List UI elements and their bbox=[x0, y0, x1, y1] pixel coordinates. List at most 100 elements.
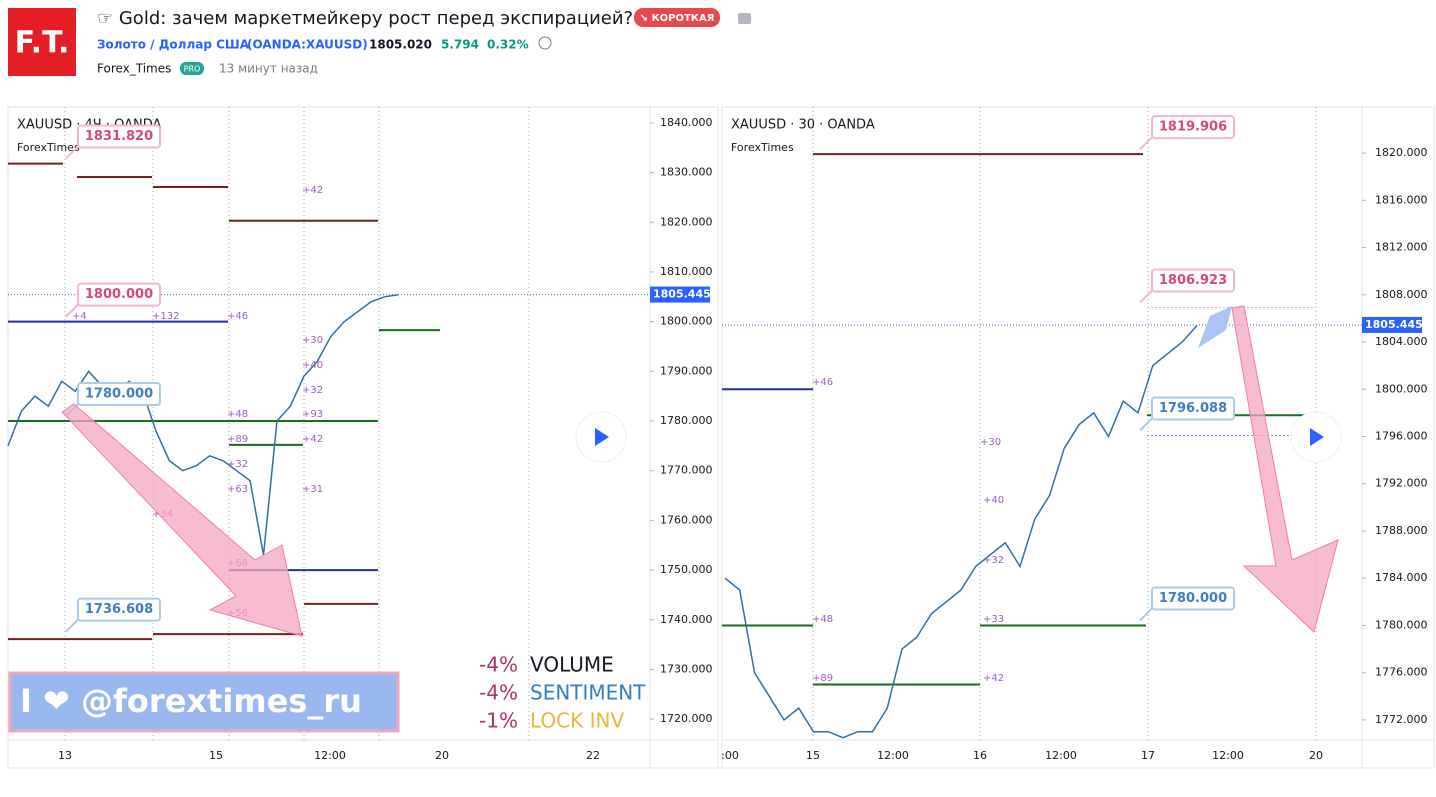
metric-name: SENTIMENT bbox=[530, 681, 646, 705]
annotation: +32 bbox=[302, 385, 323, 396]
pro-badge bbox=[180, 62, 204, 75]
level-label-box bbox=[77, 282, 161, 307]
annotation: +32 bbox=[983, 555, 1004, 566]
alert-icon[interactable] bbox=[538, 36, 552, 50]
level-label-box bbox=[1151, 586, 1235, 611]
y-tick-label: 1804.000 bbox=[1375, 335, 1428, 348]
y-tick-label: 1808.000 bbox=[1375, 288, 1428, 301]
banner bbox=[8, 671, 400, 733]
level-label: 1806.923 bbox=[1159, 273, 1227, 288]
x-tick-label: :00 bbox=[721, 749, 739, 762]
level-label-box bbox=[1151, 268, 1235, 293]
play-icon bbox=[595, 428, 609, 446]
annotation: +46 bbox=[812, 377, 833, 388]
y-tick-label: 1792.000 bbox=[1375, 477, 1428, 490]
level-label-pointer bbox=[65, 145, 79, 160]
x-tick-label: 17 bbox=[1141, 749, 1155, 762]
price: 1805.020 bbox=[369, 38, 432, 52]
metric-name: LOCK INV bbox=[530, 709, 624, 733]
y-tick-label: 1790.000 bbox=[660, 364, 713, 377]
metric-value: -4% bbox=[479, 681, 518, 705]
level-label-box bbox=[77, 382, 161, 407]
instrument[interactable]: Золото / Доллар США bbox=[97, 38, 250, 52]
price-badge-text: 1805.445 bbox=[653, 288, 711, 301]
level-label-pointer bbox=[1139, 417, 1153, 432]
y-tick-label: 1776.000 bbox=[1375, 666, 1428, 679]
level-label: 1736.608 bbox=[85, 602, 153, 617]
level-label: 1800.000 bbox=[85, 287, 153, 302]
level-label-pointer bbox=[65, 303, 79, 318]
x-tick-label: 20 bbox=[435, 749, 449, 762]
arrow bbox=[1198, 306, 1232, 348]
annotation: +42 bbox=[302, 434, 323, 445]
panel-frame bbox=[721, 106, 1435, 769]
level-label-pointer bbox=[65, 618, 79, 633]
annotation: +30 bbox=[302, 335, 323, 346]
y-tick-label: 1812.000 bbox=[1375, 241, 1428, 254]
panel-frame bbox=[7, 106, 719, 769]
y-tick-label: 1820.000 bbox=[1375, 146, 1428, 159]
x-tick-label: 15 bbox=[209, 749, 223, 762]
y-tick-label: 1720.000 bbox=[660, 712, 713, 725]
annotation: +42 bbox=[302, 185, 323, 196]
level-label: 1780.000 bbox=[85, 387, 153, 402]
x-tick-label: 12:00 bbox=[1212, 749, 1244, 762]
metric-value: -4% bbox=[479, 653, 518, 677]
metric-name: VOLUME bbox=[530, 653, 614, 677]
annotation: +63 bbox=[227, 484, 248, 495]
level-label-pointer bbox=[1139, 607, 1153, 622]
y-tick-label: 1810.000 bbox=[660, 265, 713, 278]
y-tick-label: 1788.000 bbox=[1375, 524, 1428, 537]
logo-text: F.T. bbox=[15, 26, 70, 61]
annotation: +132 bbox=[152, 311, 179, 322]
y-tick-label: 1730.000 bbox=[660, 662, 713, 675]
x-tick-label: 16 bbox=[973, 749, 987, 762]
y-tick-label: 1800.000 bbox=[1375, 382, 1428, 395]
x-tick-label: 22 bbox=[586, 749, 600, 762]
y-tick-label: 1840.000 bbox=[660, 116, 713, 129]
x-tick-label: 20 bbox=[1309, 749, 1323, 762]
annotation: +4 bbox=[72, 311, 87, 322]
badge bbox=[634, 8, 720, 27]
x-tick-label: 15 bbox=[806, 749, 820, 762]
metric-value: -1% bbox=[479, 709, 518, 733]
level-label-pointer bbox=[1139, 136, 1153, 150]
level-label-box bbox=[1151, 115, 1235, 140]
y-tick-label: 1770.000 bbox=[660, 464, 713, 477]
annotation: +89 bbox=[812, 673, 833, 684]
badge-text: ↘ КОРОТКАЯ bbox=[640, 13, 715, 24]
ticker[interactable]: (OANDA:XAUUSD) bbox=[247, 38, 368, 52]
annotation: +93 bbox=[302, 409, 323, 420]
annotation: +89 bbox=[227, 434, 248, 445]
author[interactable]: Forex_Times bbox=[97, 62, 171, 76]
y-tick-label: 1780.000 bbox=[660, 414, 713, 427]
x-tick-label: 12:00 bbox=[1045, 749, 1077, 762]
change-pct: 0.32% bbox=[487, 38, 529, 52]
y-tick-label: 1796.000 bbox=[1375, 429, 1428, 442]
y-tick-label: 1740.000 bbox=[660, 613, 713, 626]
y-tick-label: 1800.000 bbox=[660, 315, 713, 328]
level-label: 1796.088 bbox=[1159, 401, 1227, 416]
x-tick-label: 12:00 bbox=[877, 749, 909, 762]
annotation: +48 bbox=[227, 409, 248, 420]
title[interactable]: ☞ Gold: зачем маркетмейкеру рост перед э… bbox=[97, 8, 633, 29]
brand: ForexTimes bbox=[17, 141, 80, 154]
level-label: 1819.906 bbox=[1159, 120, 1227, 135]
level-label-box bbox=[1151, 396, 1235, 421]
logo[interactable] bbox=[8, 8, 76, 76]
y-tick-label: 1772.000 bbox=[1375, 713, 1428, 726]
annotation: +31 bbox=[302, 484, 323, 495]
symbol: XAUUSD · 30 · OANDA bbox=[731, 118, 875, 133]
y-tick-label: 1820.000 bbox=[660, 215, 713, 228]
pro-text: PRO bbox=[184, 65, 201, 74]
y-tick-label: 1830.000 bbox=[660, 166, 713, 179]
annotation: +33 bbox=[983, 614, 1004, 625]
annotation: +32 bbox=[227, 459, 248, 470]
level-label-box bbox=[77, 597, 161, 622]
brand: ForexTimes bbox=[731, 141, 794, 154]
price-badge bbox=[650, 286, 710, 303]
annotation: +46 bbox=[227, 311, 248, 322]
price-badge-text: 1805.445 bbox=[1365, 318, 1423, 331]
y-tick-label: 1750.000 bbox=[660, 563, 713, 576]
banner-text: I ❤ @forextimes_ru bbox=[20, 682, 362, 720]
